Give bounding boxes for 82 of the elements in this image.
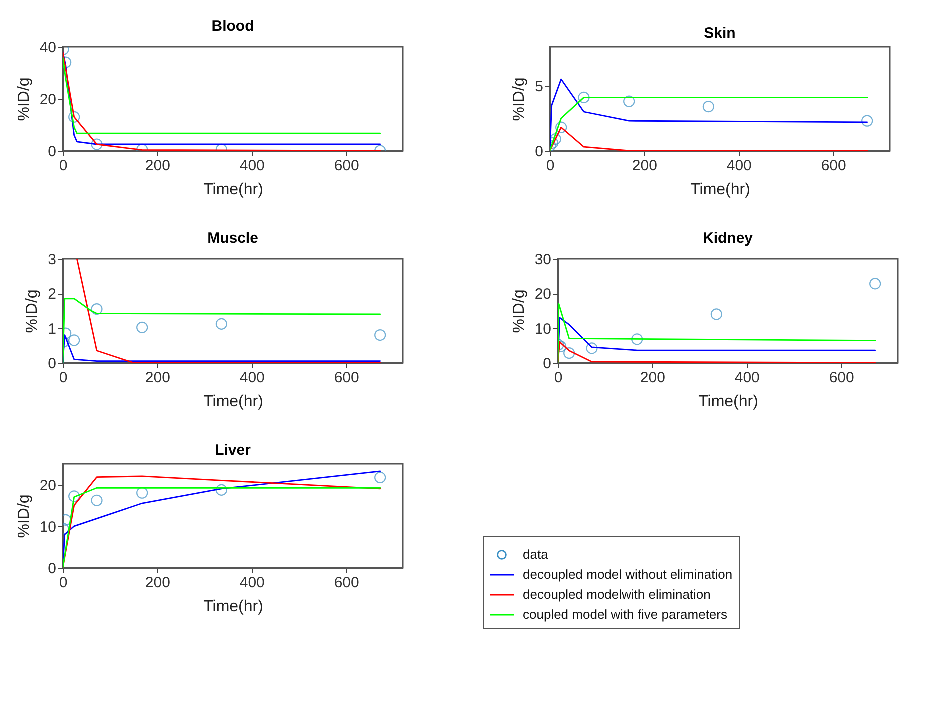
x-tick-label: 200 [632,158,658,174]
point [91,494,103,506]
chart-title: Kidney [702,230,754,247]
x-tick-label: 600 [829,370,854,386]
x-tick-label: 600 [334,574,360,592]
x-tick-label: 400 [734,370,760,386]
y-axis-title: %ID/g [16,494,33,538]
chart-title: Skin [704,25,736,42]
y-tick-label: 3 [48,252,56,268]
point [68,490,80,502]
x-tick-label: 0 [59,370,68,386]
x-tick-label: 0 [59,158,68,174]
line-series [558,303,876,363]
y-tick-label: 30 [534,252,552,268]
point [374,472,386,484]
y-tick-label: 0 [543,356,552,372]
point [862,115,874,127]
x-tick-label: 400 [726,158,752,174]
line-series [63,56,382,134]
point [550,134,562,146]
point [870,278,882,290]
x-axis-title: Time(hr) [690,182,750,198]
y-axis-title: %ID/g [24,290,42,334]
point [136,487,148,499]
x-tick-label: 0 [554,370,563,386]
y-tick-label: 20 [534,286,552,304]
point [624,96,636,108]
y-axis-title: %ID/g [510,290,528,334]
line-series [63,298,382,363]
point [91,303,103,316]
x-tick-label: 200 [640,370,666,386]
x-axis-title: Time(hr) [204,394,264,410]
y-tick-label: 20 [40,92,56,108]
x-tick-label: 200 [145,574,170,592]
y-tick-label: 0 [48,560,56,578]
y-tick-label: 2 [48,286,56,304]
y-tick-label: 0 [535,144,544,160]
x-tick-label: 400 [240,574,265,592]
y-axis-title: %ID/g [511,78,528,122]
x-axis-title: Time(hr) [204,598,264,616]
point [68,334,80,346]
x-axis-title: Time(hr) [204,182,264,198]
point [136,322,148,334]
line-series [558,342,876,363]
legend-label: decoupled model without elimination [523,567,733,582]
x-axis-title: Time(hr) [698,394,758,410]
chart-title: Liver [215,442,252,459]
point [710,308,722,320]
y-tick-label: 1 [48,320,56,338]
x-tick-label: 200 [145,370,170,386]
y-tick-label: 0 [48,144,56,160]
point [68,111,80,123]
point [564,348,576,360]
point [578,92,590,104]
legend-label: decoupled modelwith elimination [523,587,711,602]
line-series [63,334,382,363]
point [556,122,568,134]
x-tick-label: 600 [334,158,360,174]
point [374,329,386,342]
point [216,484,228,496]
chart-title: Muscle [208,230,258,247]
x-tick-label: 600 [334,370,360,386]
y-tick-label: 0 [48,356,56,372]
line-series [550,78,868,151]
x-tick-label: 0 [59,574,68,592]
point [216,318,228,330]
x-tick-label: 200 [145,158,170,174]
y-tick-label: 10 [534,320,552,338]
chart-title: Blood [212,18,254,35]
y-tick-label: 5 [535,78,544,96]
y-axis-title: %ID/g [16,78,33,122]
y-tick-label: 20 [40,477,56,494]
x-tick-label: 600 [821,158,846,174]
legend-label: coupled model with five parameters [523,607,728,622]
x-tick-label: 400 [240,370,265,386]
point [632,334,644,346]
x-tick-label: 400 [240,158,265,174]
y-tick-label: 10 [40,518,56,536]
y-tick-label: 40 [40,40,56,56]
point [702,101,714,113]
point [586,342,598,354]
legend-label: data [523,547,550,562]
